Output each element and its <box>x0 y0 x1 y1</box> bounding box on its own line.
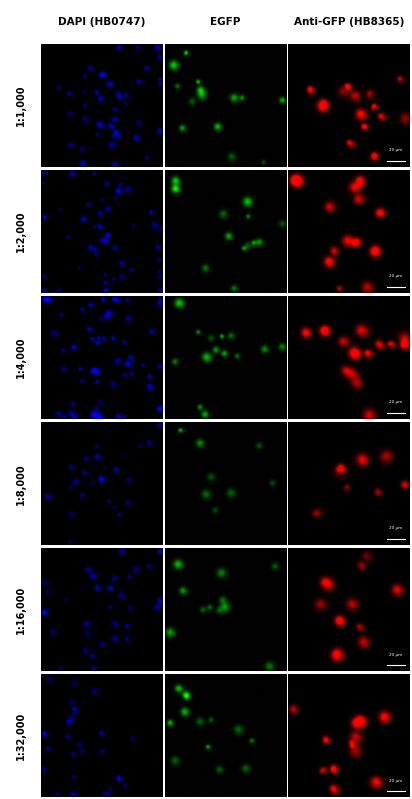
Text: 20 μm: 20 μm <box>389 653 403 657</box>
Text: 1:8,000: 1:8,000 <box>16 463 26 504</box>
Text: 1:32,000: 1:32,000 <box>16 712 26 760</box>
Text: 1:16,000: 1:16,000 <box>16 586 26 634</box>
Text: Anti-GFP (HB8365): Anti-GFP (HB8365) <box>294 17 404 27</box>
Text: EGFP: EGFP <box>211 17 241 27</box>
Text: 1:2,000: 1:2,000 <box>16 211 26 252</box>
Text: 20 μm: 20 μm <box>389 148 403 152</box>
Text: 20 μm: 20 μm <box>389 779 403 783</box>
Text: 1:4,000: 1:4,000 <box>16 337 26 379</box>
Text: 20 μm: 20 μm <box>389 274 403 278</box>
Text: 20 μm: 20 μm <box>389 527 403 531</box>
Text: 1:1,000: 1:1,000 <box>16 85 26 126</box>
Text: DAPI (HB0747): DAPI (HB0747) <box>59 17 146 27</box>
Text: 20 μm: 20 μm <box>389 400 403 404</box>
